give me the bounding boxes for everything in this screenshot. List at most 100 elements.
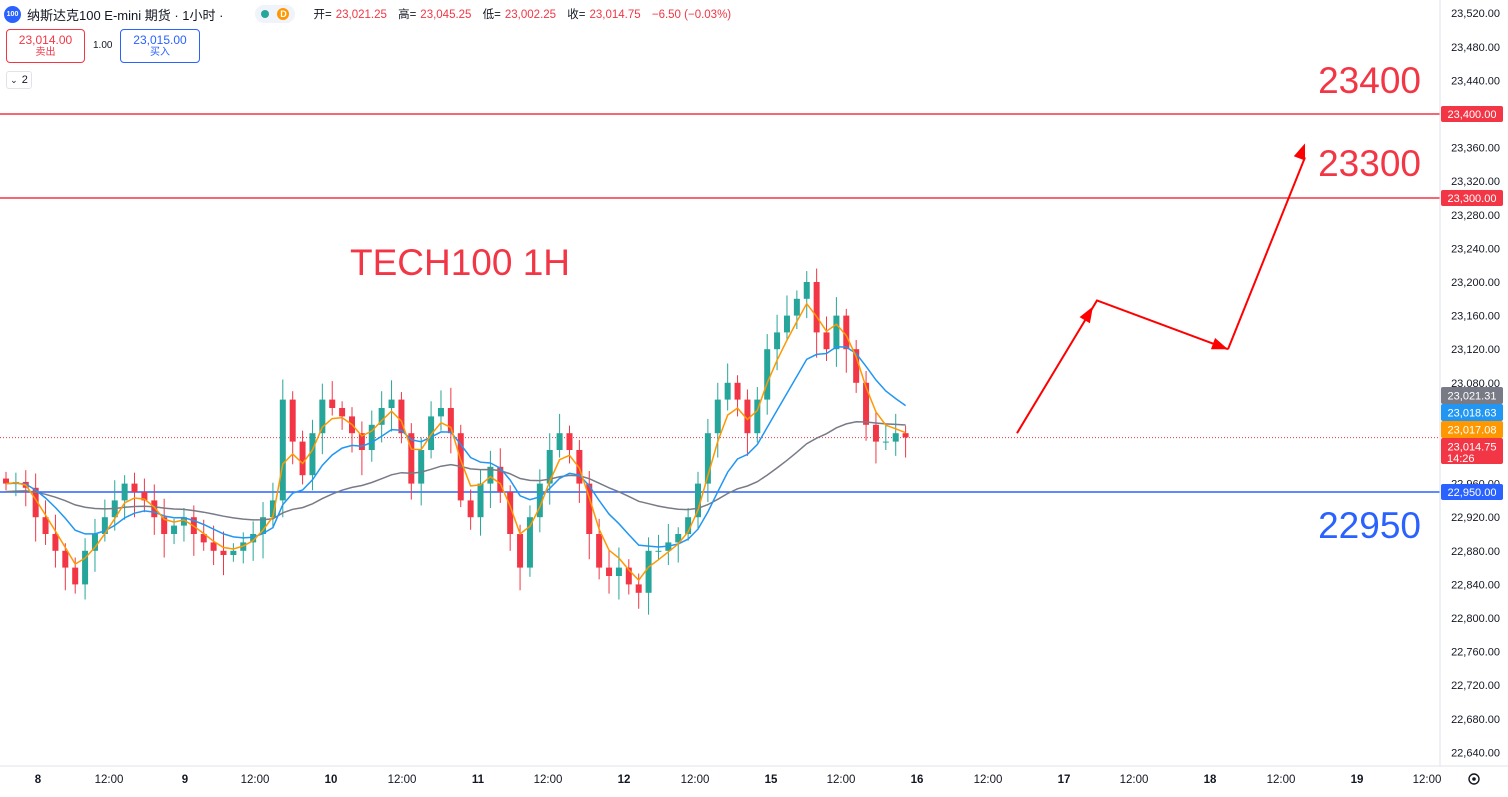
gear-icon[interactable] [1468,773,1480,785]
candle [902,425,909,458]
candle [220,531,227,576]
candle-body [872,424,879,442]
price-axis: 23,520.00 23,480.00 23,440.00 23,360.00 23,3… [1439,0,1503,766]
candle [230,543,237,562]
candle [408,423,415,500]
buy-button[interactable]: 23,015.00 买入 [120,29,200,63]
price-tick-label: 23,520.00 [1451,8,1500,20]
candle [82,538,89,600]
level-price-tag [1441,106,1503,122]
candle [892,413,899,456]
countdown-label: 14:26 [1447,453,1475,465]
time-tick-label: 19 [1351,774,1364,786]
candle-body [250,534,257,543]
candle-body [586,483,593,534]
price-tick-label: 22,720.00 [1451,680,1500,692]
candle-body [615,567,622,576]
price-tick-label: 22,800.00 [1451,613,1500,625]
candle-body [358,433,365,450]
level-price-label: 22,950.00 [1448,487,1497,499]
candle-body [388,399,395,408]
candle-body [497,466,504,492]
symbol-title[interactable]: 纳斯达克100 E-mini 期货 · 1小时 · [27,7,224,23]
candle-body [487,466,494,484]
candle-body [428,416,435,450]
indicators-toggle-button[interactable]: ⌄ 2 [6,71,32,89]
candle-body [546,450,553,484]
delayed-data-badge: D [277,8,290,20]
candle-body [685,517,692,534]
price-tick-label: 22,760.00 [1451,647,1500,659]
candle-body [902,433,909,438]
candle [447,387,454,454]
candle-body [368,424,375,450]
candle-body [774,332,781,350]
time-tick-label: 12:00 [95,774,124,786]
candle [190,505,197,556]
level-price-tag [1441,190,1503,206]
candle [863,371,870,441]
candle-body [447,408,454,434]
candle [368,410,375,462]
time-tick-label: 12:00 [827,774,856,786]
candle [833,297,840,367]
candle-body [161,517,168,534]
candle [52,514,59,568]
candle-body [82,550,89,585]
time-tick-label: 8 [35,774,42,786]
candle [269,482,276,529]
time-tick-label: 12:00 [241,774,270,786]
candle-body [101,517,108,534]
candle [507,485,514,551]
candle-body [32,487,39,518]
market-status[interactable]: D [255,5,296,23]
candle-body [91,534,98,551]
candle [299,430,306,485]
open-label: 开= [313,9,332,21]
candle-body [704,433,711,484]
symbol-logo: 100 [4,5,21,23]
time-tick-label: 18 [1204,774,1217,786]
candle-body [863,382,870,425]
candle-body [556,433,563,450]
candle-body [72,567,79,585]
candle [843,308,850,373]
buy-label: 买入 [150,47,170,58]
candle-body [477,483,484,518]
candle-body [803,282,810,299]
candle-body [467,500,474,518]
time-tick-label: 16 [911,774,924,786]
candle-body [418,450,425,484]
candle [171,518,178,545]
candle-body [398,399,405,434]
candle-body [823,332,830,350]
candle-body [131,483,138,492]
level-annotation-23400: 23400 [1318,60,1421,101]
price-tick-label: 23,280.00 [1451,210,1500,222]
candle [3,471,9,491]
candle [744,389,751,456]
candle-body [260,517,267,534]
candle-body [279,399,286,501]
candle [882,424,889,450]
sell-button[interactable]: 23,014.00 卖出 [6,29,85,63]
spread-value: 1.00 [93,40,113,51]
ohlc-readout: 开= 23,021.25 高= 23,045.25 低= 23,002.25 收= 23… [313,6,735,22]
sell-price: 23,014.00 [18,33,73,47]
candle [428,401,435,459]
candle [793,290,800,330]
candle [62,543,69,591]
time-tick-label: 12:00 [1413,774,1442,786]
candle-body [724,382,731,400]
candle [546,433,553,505]
price-tag [1441,421,1503,438]
time-tick-label: 11 [472,774,485,786]
candle [279,379,286,518]
price-tick-label: 23,200.00 [1451,277,1500,289]
candle [665,523,672,566]
candle [180,507,187,542]
chevron-down-icon: ⌄ [10,74,18,85]
price-tag-label: 23,021.31 [1448,391,1497,403]
